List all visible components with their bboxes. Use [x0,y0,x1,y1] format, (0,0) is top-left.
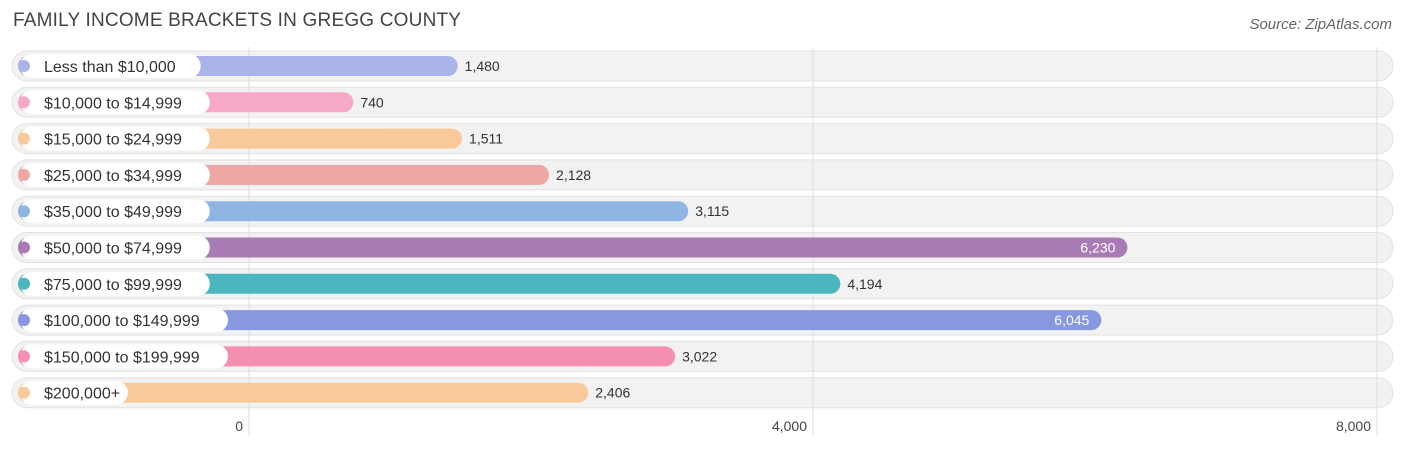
value-label: 2,128 [556,167,591,183]
category-color-dot [18,241,30,254]
category-color-dot [18,386,30,399]
value-label: 3,022 [682,348,717,364]
category-label-pill [20,271,210,296]
category-label-pill [20,235,210,260]
value-label: 6,230 [1080,240,1115,256]
category-label-pill [20,54,201,78]
row-track [11,86,1394,118]
category-color-dot [18,168,30,181]
category-label-pill [20,380,128,405]
chart-title: FAMILY INCOME BRACKETS IN GREGG COUNTY [13,10,462,31]
bar [18,310,1102,331]
category-label: $200,000+ [44,386,120,403]
x-tick-label: 4,000 [772,418,807,434]
source-label: Source: ZipAtlas.com [1249,16,1392,33]
category-label: $150,000 to $199,999 [44,349,200,366]
category-label-pill [20,162,210,187]
category-label-pill [20,308,228,333]
value-label: 740 [360,94,384,110]
bar [18,237,1128,258]
category-label: $25,000 to $34,999 [44,168,182,185]
x-tick-label: 0 [235,418,243,434]
value-label: 6,045 [1054,312,1089,328]
category-color-dot [18,205,30,218]
value-label: 4,194 [847,276,882,292]
category-color-dot [18,60,30,72]
value-label: 3,115 [695,203,729,219]
bar [18,382,589,403]
category-label: Less than $10,000 [44,59,176,76]
x-tick-label: 8,000 [1336,418,1371,434]
category-label: $15,000 to $24,999 [44,132,182,149]
category-label-pill [20,126,210,151]
value-label: 1,511 [469,131,503,147]
category-label-pill [20,90,210,115]
category-color-dot [18,350,30,363]
value-label: 2,406 [595,385,630,401]
value-label: 1,480 [465,58,500,74]
category-label-pill [20,344,228,369]
bar [18,273,841,294]
category-label: $75,000 to $99,999 [44,277,182,294]
category-label: $35,000 to $49,999 [44,204,182,221]
category-color-dot [18,314,30,327]
category-label: $100,000 to $149,999 [44,313,200,330]
category-color-dot [18,132,30,145]
category-color-dot [18,277,30,290]
category-label: $50,000 to $74,999 [44,241,182,258]
category-label: $10,000 to $14,999 [44,95,182,112]
category-color-dot [18,96,30,109]
category-label-pill [20,199,210,224]
